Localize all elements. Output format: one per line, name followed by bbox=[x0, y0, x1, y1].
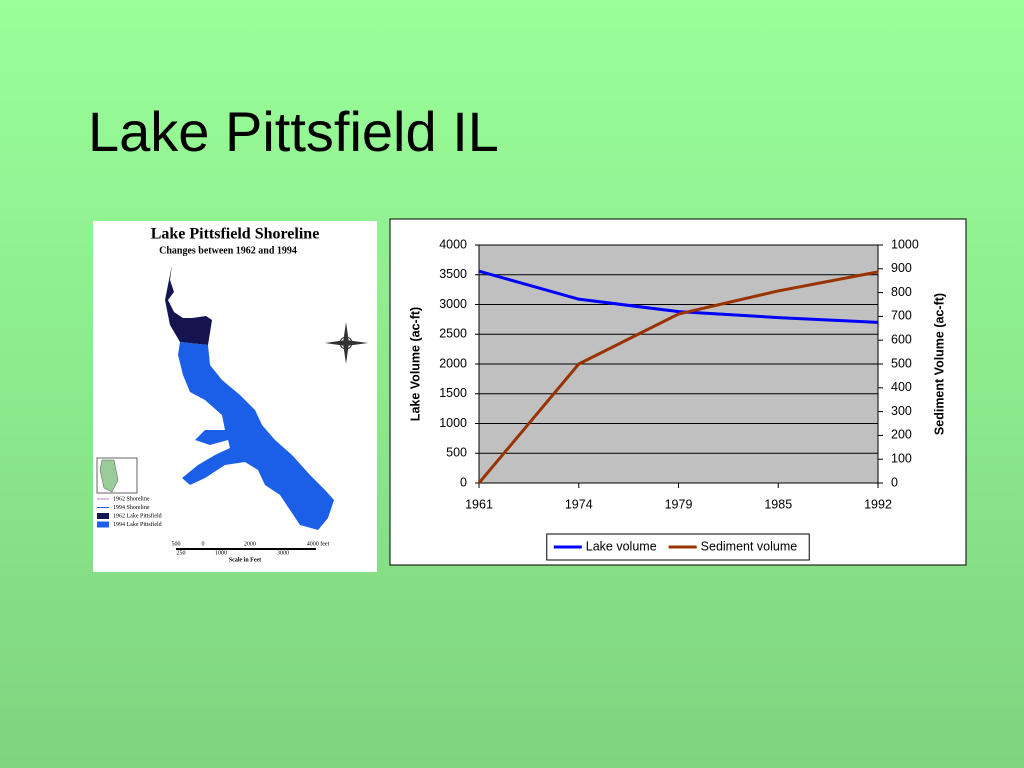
y-tick-label: 1000 bbox=[439, 416, 467, 430]
y-tick-label: 2500 bbox=[439, 327, 467, 341]
map-legend-label: 1962 Shoreline bbox=[113, 496, 150, 502]
y2-tick-label: 400 bbox=[891, 380, 912, 394]
x-tick-label: 1961 bbox=[465, 497, 493, 511]
y2-tick-label: 300 bbox=[891, 404, 912, 418]
y-tick-label: 2000 bbox=[439, 356, 467, 370]
scale-tick-label: 2000 bbox=[244, 541, 256, 547]
scale-tick-label: 500 bbox=[172, 541, 181, 547]
inset-state bbox=[99, 459, 119, 493]
y-tick-label: 500 bbox=[446, 446, 467, 460]
x-tick-label: 1992 bbox=[864, 497, 892, 511]
scale-tick-label: 1000 bbox=[215, 550, 227, 556]
map-legend-label: 1994 Lake Pittsfield bbox=[113, 521, 162, 528]
y-tick-label: 0 bbox=[460, 475, 467, 489]
y2-tick-label: 600 bbox=[891, 332, 912, 346]
legend: Lake volume Sediment volume bbox=[546, 533, 810, 561]
y2-tick-label: 0 bbox=[891, 475, 898, 489]
x-tick-label: 1979 bbox=[665, 497, 693, 511]
y2-tick-label: 900 bbox=[891, 261, 912, 275]
y-tick-label: 1500 bbox=[439, 386, 467, 400]
lake-1962 bbox=[165, 265, 212, 345]
map-legend-label: 1994 Shoreline bbox=[113, 505, 150, 511]
y2-tick-label: 200 bbox=[891, 428, 912, 442]
y2-tick-label: 700 bbox=[891, 309, 912, 323]
map-title: Lake Pittsfield Shoreline bbox=[151, 226, 320, 243]
map-legend-swatch bbox=[97, 521, 109, 528]
chart: 0 500 1000 1500 2000 2500 3000 3500 4000 0 100 200 3… bbox=[389, 218, 967, 566]
compass bbox=[325, 322, 368, 364]
y2-tick-label: 100 bbox=[891, 451, 912, 465]
lake-1994 bbox=[178, 342, 334, 530]
y-axis-label: Lake Volume (ac-ft) bbox=[408, 307, 422, 421]
map: Lake Pittsfield Shoreline Changes betwee… bbox=[93, 221, 377, 572]
scale-tick-label: 250 bbox=[177, 550, 186, 556]
scale-tick-label: 3000 bbox=[277, 550, 289, 556]
map-legend-swatch bbox=[97, 513, 109, 519]
scale-label: Scale in Feet bbox=[229, 557, 261, 563]
map-legend-label: 1962 Lake Pittsfield bbox=[113, 512, 162, 519]
y-tick-label: 3500 bbox=[439, 267, 467, 281]
series-line bbox=[477, 270, 879, 484]
scale-tick-label: 4000 feet bbox=[307, 540, 330, 547]
x-tick-label: 1985 bbox=[764, 497, 792, 511]
slide-title: Lake Pittsfield IL bbox=[88, 100, 499, 163]
legend-label: Sediment volume bbox=[701, 539, 798, 553]
y2-axis-label: Sediment Volume (ac-ft) bbox=[932, 293, 946, 435]
map-subtitle: Changes between 1962 and 1994 bbox=[159, 245, 297, 256]
y2-tick-label: 500 bbox=[891, 356, 912, 370]
scale-tick-label: 0 bbox=[202, 541, 205, 547]
series-line bbox=[478, 269, 879, 324]
y2-tick-label: 800 bbox=[891, 285, 912, 299]
legend-label: Lake volume bbox=[586, 539, 657, 553]
y-tick-label: 3000 bbox=[439, 297, 467, 311]
y2-tick-label: 1000 bbox=[891, 237, 919, 251]
x-tick-label: 1974 bbox=[565, 497, 593, 511]
y-tick-label: 4000 bbox=[439, 237, 467, 251]
